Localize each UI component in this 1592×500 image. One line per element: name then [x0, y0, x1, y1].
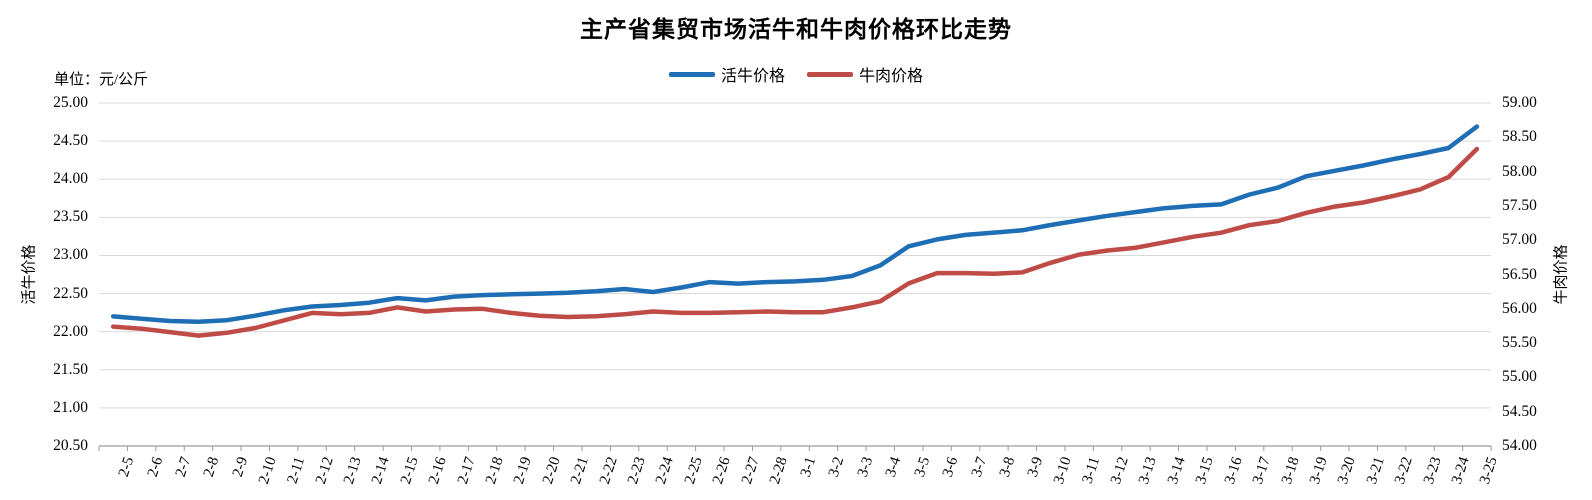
right-axis-tick-label: 57.00 — [1502, 231, 1537, 249]
legend-label-beef: 牛肉价格 — [859, 68, 924, 85]
right-axis-tick-label: 55.00 — [1502, 368, 1537, 386]
right-axis-tick-label: 59.00 — [1502, 94, 1537, 111]
right-axis-tick-label: 57.50 — [1502, 196, 1537, 214]
left-axis-tick-label: 20.50 — [53, 437, 88, 454]
right-axis-tick-label: 55.50 — [1502, 334, 1537, 352]
legend-label-live-cattle: 活牛价格 — [720, 68, 785, 85]
left-axis-tick-label: 23.00 — [53, 246, 88, 264]
chart-title: 主产省集贸市场活牛和牛肉价格环比走势 — [580, 17, 1012, 42]
right-axis-tick-label: 58.50 — [1502, 128, 1537, 146]
right-axis-tick-label: 56.50 — [1502, 265, 1537, 283]
legend-item-beef: 牛肉价格 — [807, 62, 923, 86]
right-axis-tick-label: 54.50 — [1502, 402, 1537, 420]
unit-label: 单位：元/公斤 — [54, 72, 149, 88]
chart-legend: 活牛价格 牛肉价格 — [0, 62, 1592, 86]
beef-line-swatch — [807, 71, 853, 77]
right-axis-tick-label: 58.00 — [1502, 162, 1537, 180]
live-cattle-line-swatch — [668, 71, 715, 77]
beef-price-line — [110, 146, 1480, 338]
left-axis-tick-label: 23.50 — [53, 208, 88, 226]
left-axis-tick-label: 21.00 — [53, 398, 88, 416]
left-axis-tick-label: 22.00 — [53, 322, 88, 340]
left-axis-tick-label: 25.00 — [53, 94, 88, 111]
left-axis-tick-label: 22.50 — [53, 284, 88, 302]
right-axis-tick-label: 56.00 — [1502, 299, 1537, 317]
right-axis-tick-label: 54.00 — [1502, 437, 1537, 454]
live-cattle-price-line — [110, 124, 1480, 325]
left-axis-tick-label: 21.50 — [53, 360, 88, 378]
left-axis-tick-label: 24.50 — [53, 132, 88, 150]
left-axis-tick-label: 24.00 — [53, 170, 88, 188]
legend-item-live-cattle: 活牛价格 — [668, 62, 785, 86]
